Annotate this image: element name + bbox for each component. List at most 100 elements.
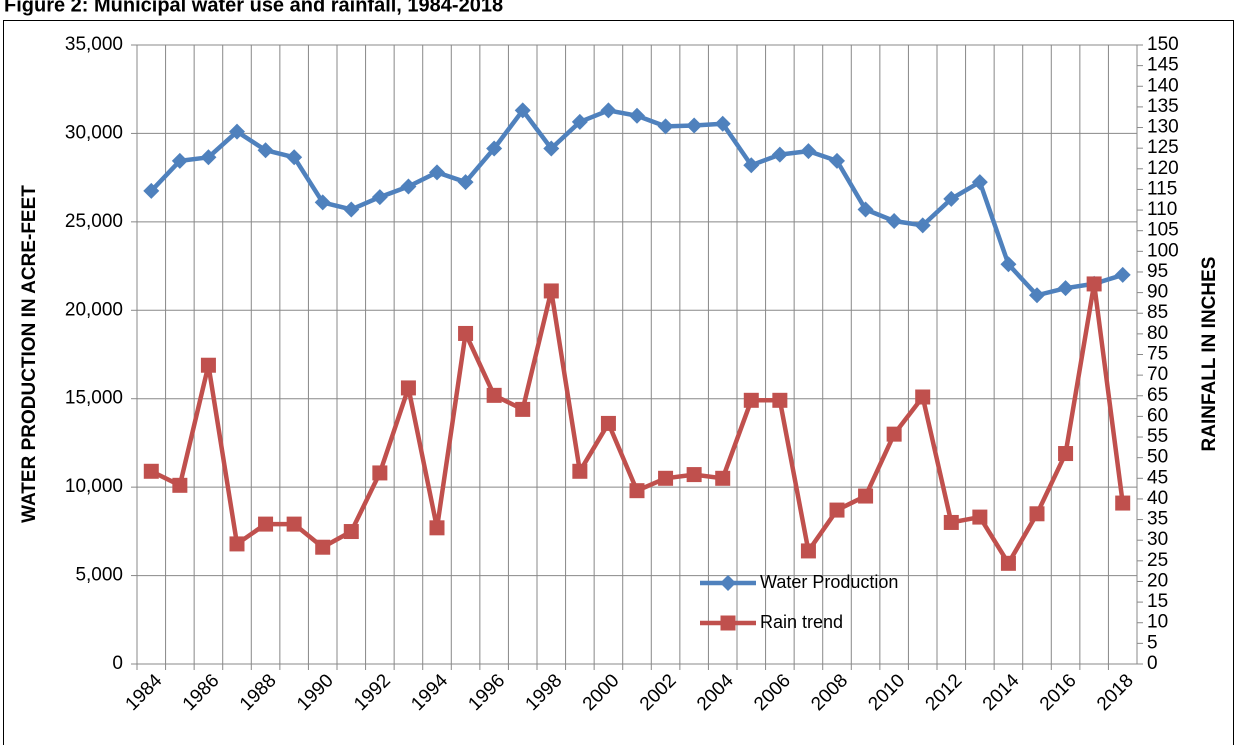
x-tick-label: 1984	[122, 670, 167, 715]
data-point	[743, 157, 760, 174]
y-tick-label: 5,000	[75, 565, 123, 586]
y2-tick-label: 5	[1147, 632, 1158, 653]
x-tick-label: 2008	[807, 670, 852, 715]
data-point	[800, 543, 816, 559]
x-tick-label: 2006	[750, 670, 795, 715]
data-point	[200, 149, 217, 166]
data-point	[658, 470, 674, 486]
data-point	[458, 325, 474, 341]
data-point	[200, 357, 216, 373]
data-point	[943, 190, 960, 207]
y2-tick-label: 105	[1147, 220, 1179, 241]
x-tick-label: 2010	[864, 670, 909, 715]
data-point	[371, 189, 388, 206]
data-point	[886, 426, 902, 442]
y2-tick-label: 10	[1147, 612, 1168, 633]
y2-tick-label: 65	[1147, 385, 1168, 406]
data-point	[486, 387, 502, 403]
y2-tick-label: 35	[1147, 509, 1168, 530]
y2-tick-label: 140	[1147, 75, 1179, 96]
data-point	[315, 539, 331, 555]
data-point	[171, 152, 188, 169]
data-point	[714, 115, 731, 132]
data-point	[800, 143, 817, 160]
y2-axis-title: RAINFALL IN INCHES	[1199, 257, 1220, 452]
y-tick-label: 10,000	[65, 476, 123, 497]
data-point	[571, 113, 588, 130]
y2-tick-label: 80	[1147, 323, 1168, 344]
data-point	[972, 509, 988, 525]
x-tick-label: 1990	[293, 670, 338, 715]
y2-tick-label: 30	[1147, 529, 1168, 550]
data-point	[286, 516, 302, 532]
data-point	[343, 201, 360, 218]
chart-title: Figure 2: Municipal water use and rainfa…	[4, 0, 503, 16]
x-tick-label: 2002	[636, 670, 681, 715]
data-point	[915, 389, 931, 405]
x-tick-label: 2012	[922, 670, 967, 715]
data-point	[572, 463, 588, 479]
y2-tick-label: 70	[1147, 364, 1168, 385]
data-point	[486, 140, 503, 157]
data-point	[257, 142, 274, 159]
data-point	[258, 516, 274, 532]
legend-marker	[720, 615, 736, 631]
y2-tick-label: 120	[1147, 158, 1179, 179]
y2-tick-label: 150	[1147, 34, 1179, 55]
series-line	[149, 108, 1124, 298]
data-point	[829, 502, 845, 518]
y2-tick-label: 145	[1147, 55, 1179, 76]
y2-tick-label: 55	[1147, 426, 1168, 447]
data-point	[143, 463, 159, 479]
data-point	[543, 283, 559, 299]
data-point	[229, 123, 245, 140]
data-point	[629, 483, 645, 499]
data-point	[914, 217, 931, 234]
y2-tick-label: 135	[1147, 96, 1179, 117]
y2-tick-label: 45	[1147, 467, 1168, 488]
x-tick-label: 1986	[179, 670, 224, 715]
data-point	[1114, 266, 1131, 283]
data-point	[400, 380, 416, 396]
data-point	[1000, 555, 1016, 571]
x-tick-label: 2014	[979, 670, 1024, 715]
data-point	[657, 118, 674, 135]
legend-label: Rain trend	[760, 612, 843, 632]
data-point	[943, 514, 959, 530]
y2-tick-label: 90	[1147, 282, 1168, 303]
x-tick-label: 1994	[407, 670, 452, 715]
x-tick-label: 2000	[579, 670, 624, 715]
data-point	[686, 117, 703, 134]
data-point	[1086, 276, 1102, 292]
data-point	[886, 212, 903, 229]
data-point	[429, 520, 445, 536]
chart-frame	[3, 20, 1234, 745]
y2-tick-label: 125	[1147, 137, 1179, 158]
y-tick-label: 20,000	[65, 299, 123, 320]
data-point	[715, 470, 731, 486]
x-tick-label: 2004	[693, 670, 738, 715]
data-point	[771, 146, 788, 163]
data-point	[1057, 280, 1074, 297]
data-point	[515, 401, 531, 417]
x-tick-label: 2016	[1036, 670, 1081, 715]
y2-tick-label: 85	[1147, 302, 1168, 323]
x-tick-label: 1996	[464, 670, 509, 715]
y2-tick-label: 0	[1147, 653, 1158, 674]
x-tick-label: 2018	[1093, 670, 1138, 715]
data-point	[372, 465, 388, 481]
data-point	[829, 152, 845, 169]
y2-tick-label: 15	[1147, 591, 1168, 612]
y2-tick-label: 60	[1147, 405, 1168, 426]
data-point	[743, 392, 759, 408]
data-point	[543, 140, 560, 157]
y-tick-label: 15,000	[65, 388, 123, 409]
data-point	[143, 182, 160, 199]
y-tick-label: 30,000	[65, 122, 123, 143]
y2-tick-label: 20	[1147, 570, 1168, 591]
data-point	[229, 536, 245, 552]
data-point	[1115, 495, 1131, 511]
data-point	[686, 467, 702, 483]
y-tick-label: 35,000	[65, 34, 123, 55]
